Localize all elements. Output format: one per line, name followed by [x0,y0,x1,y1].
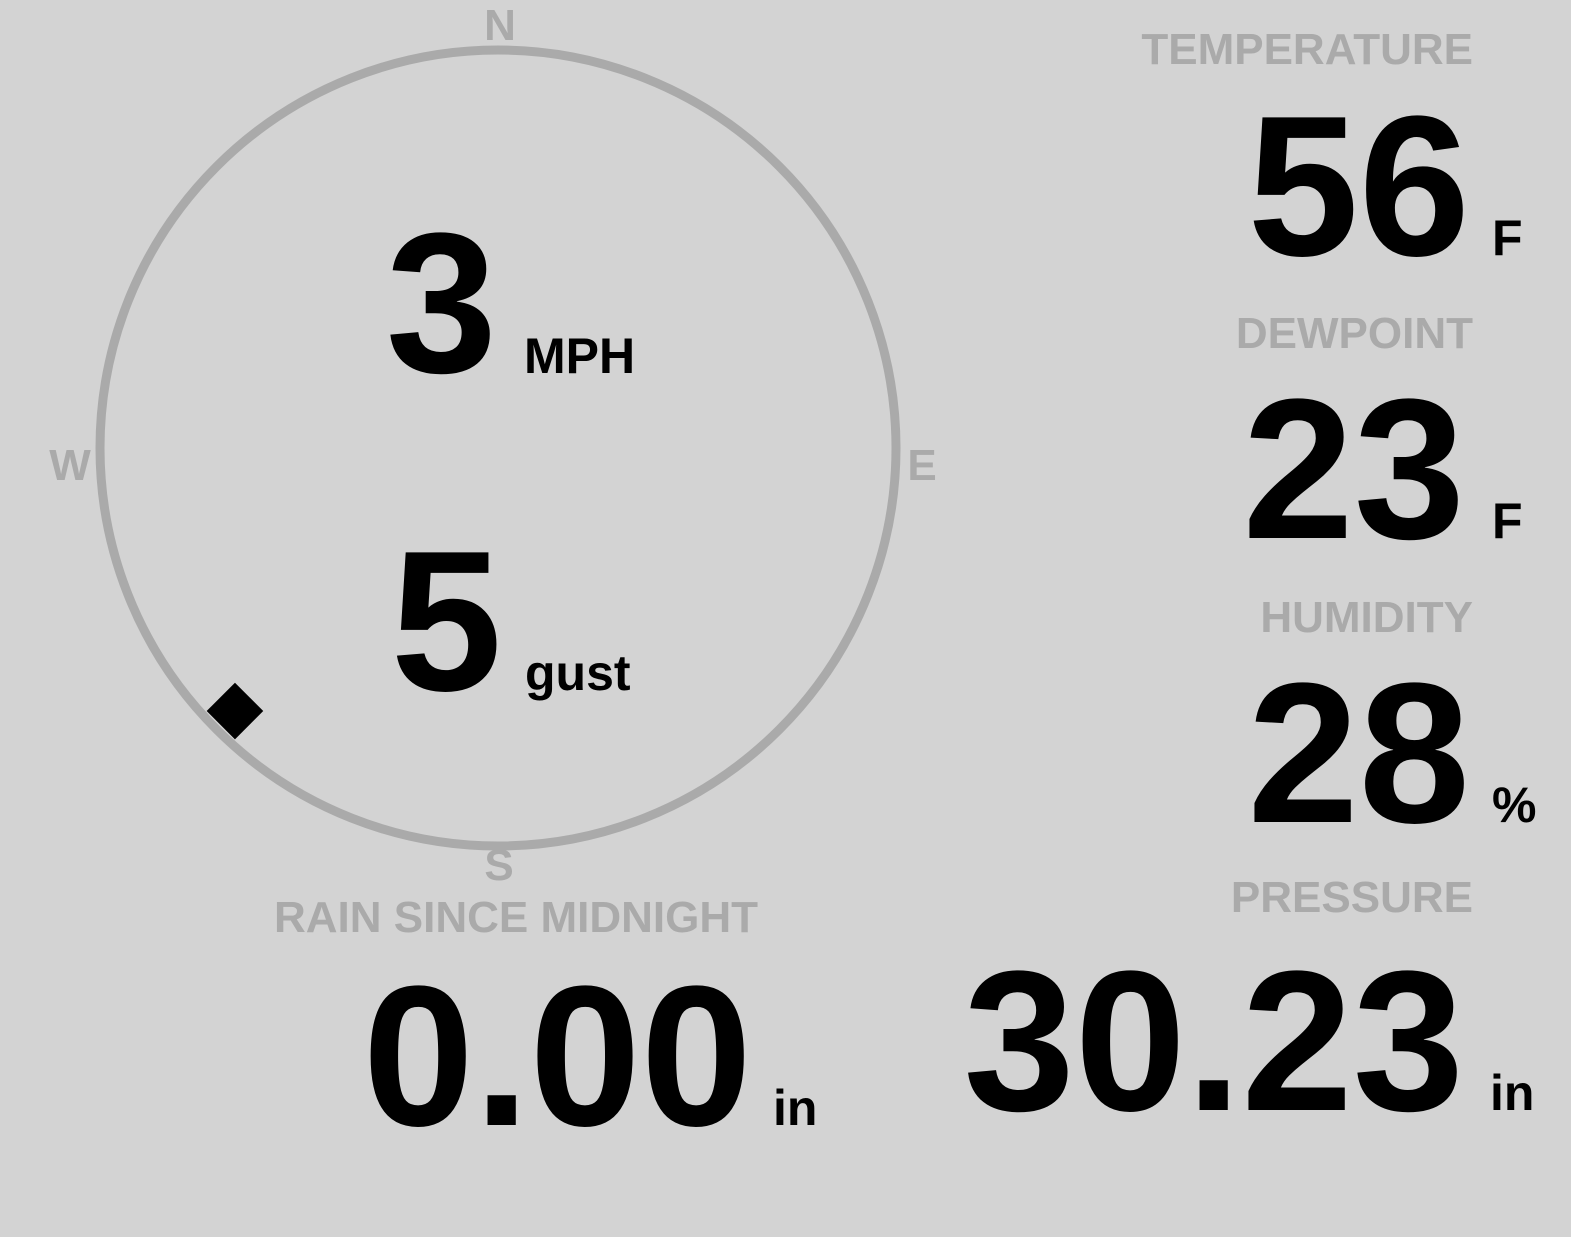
humidity-label: HUMIDITY [1260,593,1473,642]
humidity-unit: % [1492,777,1536,833]
pressure-unit: in [1490,1065,1534,1121]
rain-panel: RAIN SINCE MIDNIGHT 0.00 in [274,893,817,1168]
dewpoint-value: 23 [1243,358,1465,581]
wind-speed-unit: MPH [524,328,635,384]
wind-compass: N S W E 3 MPH 5 gust [49,1,936,890]
pressure-label: PRESSURE [1231,873,1473,922]
rain-value: 0.00 [363,945,752,1168]
temperature-label: TEMPERATURE [1141,25,1473,74]
compass-ring [95,45,901,851]
temperature-panel: TEMPERATURE 56 F [1141,25,1522,298]
rain-label: RAIN SINCE MIDNIGHT [274,893,758,942]
compass-east: E [907,441,936,490]
wind-speed-value: 3 [386,192,497,415]
pressure-value: 30.23 [964,930,1465,1153]
rain-unit: in [773,1080,817,1136]
humidity-value: 28 [1248,642,1470,865]
compass-south: S [484,841,513,890]
humidity-panel: HUMIDITY 28 % [1248,593,1537,865]
compass-north: N [484,1,516,50]
temperature-value: 56 [1248,75,1470,298]
wind-gust-unit: gust [525,645,631,701]
temperature-unit: F [1492,210,1523,266]
dewpoint-unit: F [1492,493,1523,549]
pressure-panel: PRESSURE 30.23 in [964,873,1535,1153]
compass-west: W [49,441,91,490]
wind-gust-value: 5 [391,510,502,733]
dewpoint-panel: DEWPOINT 23 F [1236,309,1523,581]
dewpoint-label: DEWPOINT [1236,309,1473,358]
